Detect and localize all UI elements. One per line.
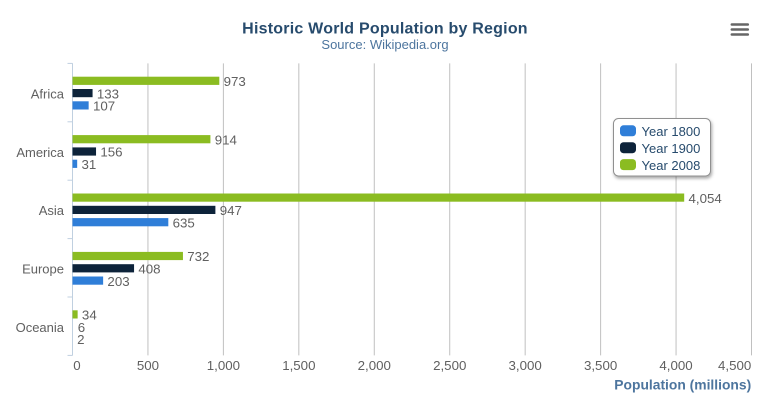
- svg-text:732: 732: [187, 249, 209, 264]
- svg-text:3,500: 3,500: [584, 358, 617, 373]
- svg-text:Year 2008: Year 2008: [642, 158, 701, 173]
- svg-text:408: 408: [138, 261, 160, 276]
- svg-text:Historic World Population by R: Historic World Population by Region: [242, 20, 528, 37]
- svg-text:2,500: 2,500: [433, 358, 466, 373]
- svg-text:2,000: 2,000: [358, 358, 391, 373]
- svg-text:Year 1900: Year 1900: [642, 141, 701, 156]
- svg-text:America: America: [16, 145, 64, 160]
- svg-text:Population (millions): Population (millions): [614, 377, 751, 393]
- svg-text:1,500: 1,500: [282, 358, 315, 373]
- svg-text:Source: Wikipedia.org: Source: Wikipedia.org: [321, 37, 448, 52]
- svg-text:31: 31: [81, 157, 96, 172]
- svg-text:635: 635: [173, 215, 195, 230]
- svg-text:914: 914: [215, 132, 237, 147]
- svg-text:Oceania: Oceania: [16, 320, 65, 335]
- svg-text:156: 156: [100, 145, 122, 160]
- svg-text:973: 973: [224, 74, 246, 89]
- svg-text:4,054: 4,054: [689, 191, 722, 206]
- svg-text:203: 203: [107, 274, 129, 289]
- svg-text:3,000: 3,000: [509, 358, 542, 373]
- svg-text:Africa: Africa: [31, 86, 65, 101]
- svg-text:133: 133: [97, 86, 119, 101]
- svg-text:Year 1800: Year 1800: [642, 124, 701, 139]
- svg-text:0: 0: [73, 358, 80, 373]
- svg-text:4,500: 4,500: [718, 358, 751, 373]
- svg-text:34: 34: [82, 308, 97, 323]
- svg-text:500: 500: [137, 358, 159, 373]
- svg-text:947: 947: [220, 203, 242, 218]
- svg-text:2: 2: [77, 332, 84, 347]
- svg-text:Asia: Asia: [39, 203, 65, 218]
- svg-text:1,000: 1,000: [207, 358, 240, 373]
- svg-text:6: 6: [78, 320, 85, 335]
- svg-text:107: 107: [93, 99, 115, 114]
- svg-text:Europe: Europe: [22, 262, 64, 277]
- svg-text:4,000: 4,000: [659, 358, 692, 373]
